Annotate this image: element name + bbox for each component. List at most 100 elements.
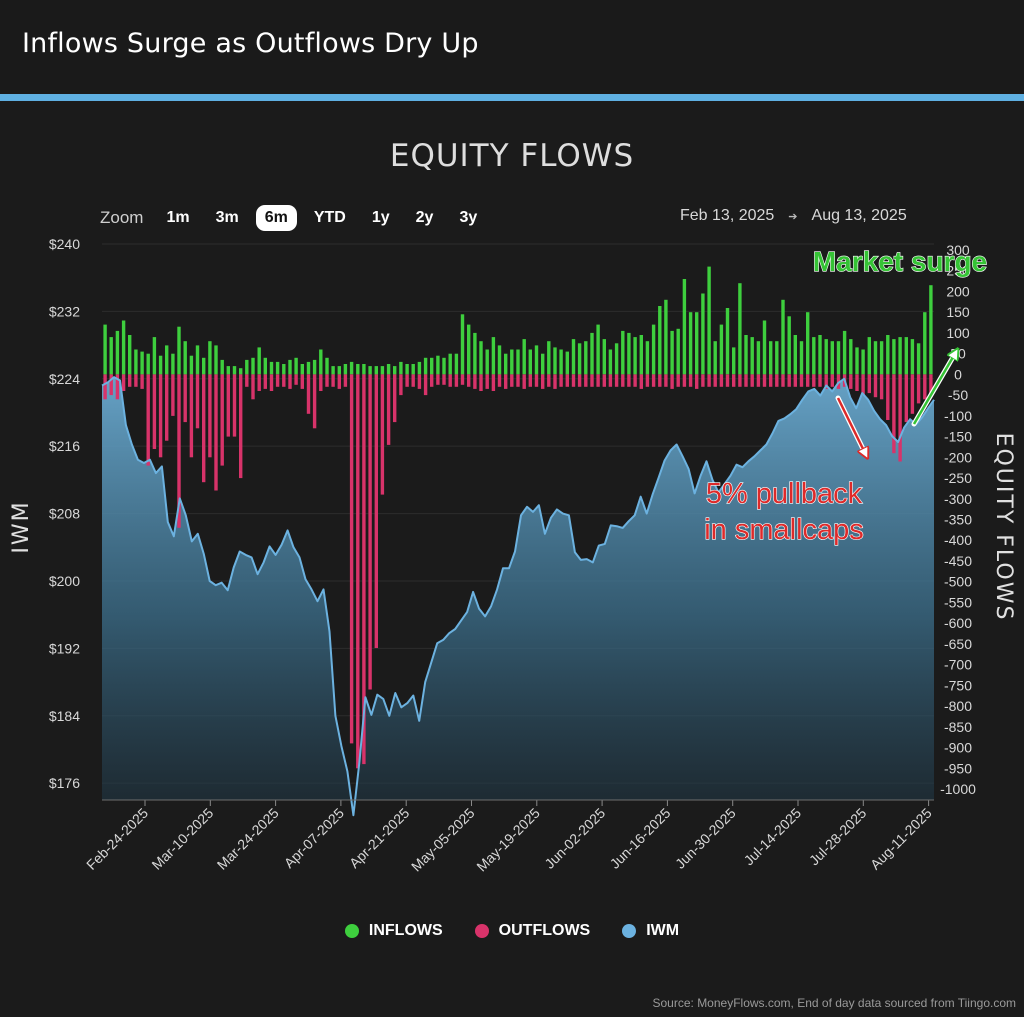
outflow-bar-37 xyxy=(331,374,335,387)
inflow-bar-1 xyxy=(109,337,113,375)
inflow-bar-59 xyxy=(467,324,471,375)
legend-dot-iwm xyxy=(622,924,637,938)
outflow-bar-67 xyxy=(516,374,520,387)
inflow-bar-73 xyxy=(553,347,557,375)
outflow-bar-85 xyxy=(627,374,631,387)
legend-label-inflows: INFLOWS xyxy=(368,922,443,939)
inflow-bar-80 xyxy=(596,324,600,375)
date-range: Feb 13, 2025 ➔ Aug 13, 2025 xyxy=(680,207,907,225)
zoom-3y-button[interactable]: 3y xyxy=(459,209,478,226)
outflow-bar-126 xyxy=(879,374,884,400)
inflow-bar-70 xyxy=(534,345,539,375)
inflow-bar-21 xyxy=(232,366,237,375)
inflow-bar-124 xyxy=(867,337,871,375)
inflow-bar-38 xyxy=(337,366,341,375)
outflow-bar-132 xyxy=(916,374,921,404)
inflow-bar-131 xyxy=(910,339,915,375)
zoom-ytd-button[interactable]: YTD xyxy=(313,209,346,226)
inflow-bar-25 xyxy=(257,347,261,375)
outflow-bar-7 xyxy=(146,374,150,466)
inflow-bar-103 xyxy=(738,283,742,375)
outflow-bar-130 xyxy=(904,374,908,423)
inflow-bar-2 xyxy=(115,330,120,375)
outflow-bar-61 xyxy=(479,374,483,391)
inflow-bar-114 xyxy=(806,312,810,375)
outflow-bar-118 xyxy=(830,374,834,387)
outflow-bar-46 xyxy=(386,374,391,445)
inflow-bar-51 xyxy=(417,361,422,375)
legend-dot-inflows xyxy=(344,924,359,938)
inflow-bar-129 xyxy=(898,337,902,375)
inflow-bar-72 xyxy=(547,341,551,375)
outflow-bar-10 xyxy=(165,374,169,441)
outflow-bar-105 xyxy=(750,374,754,387)
outflow-bar-133 xyxy=(923,374,927,400)
date-to-input[interactable]: Aug 13, 2025 xyxy=(811,207,907,224)
inflow-bar-55 xyxy=(442,357,446,375)
outflow-bar-128 xyxy=(892,374,896,454)
zoom-1y-button[interactable]: 1y xyxy=(371,209,390,226)
legend-item-inflows[interactable]: INFLOWS xyxy=(344,922,443,940)
outflow-bar-29 xyxy=(282,374,286,387)
outflow-bar-106 xyxy=(756,374,761,387)
inflow-bar-61 xyxy=(479,341,483,375)
arrow-right-icon: ➔ xyxy=(788,210,798,223)
outflow-bar-103 xyxy=(738,374,742,387)
outflow-bar-81 xyxy=(602,374,606,387)
zoom-6m-button[interactable]: 6m xyxy=(255,205,297,231)
y-left-tick-label-0: $240 xyxy=(49,236,80,252)
inflow-bar-118 xyxy=(830,341,834,375)
inflow-bar-93 xyxy=(676,328,680,375)
inflow-bar-26 xyxy=(263,357,267,375)
outflow-bar-47 xyxy=(393,374,397,423)
outflow-bar-74 xyxy=(559,374,563,387)
y-right-tick-label-0: 300 xyxy=(946,242,970,258)
inflow-bar-83 xyxy=(614,343,619,375)
outflow-bar-2 xyxy=(115,374,120,400)
outflow-bar-22 xyxy=(239,374,243,479)
outflow-bar-86 xyxy=(633,374,637,387)
zoom-3m-button[interactable]: 3m xyxy=(215,209,239,226)
inflow-bar-11 xyxy=(171,353,175,375)
outflow-bar-101 xyxy=(725,374,730,387)
outflow-bar-1 xyxy=(109,374,113,396)
outflow-bar-63 xyxy=(491,374,496,391)
outflow-bar-123 xyxy=(861,374,865,396)
inflow-bar-48 xyxy=(399,361,403,375)
inflow-bar-81 xyxy=(602,339,606,375)
inflow-bar-86 xyxy=(633,337,637,375)
x-tick-label-6: May-19-2025 xyxy=(473,805,543,875)
x-tick-label-5: May-05-2025 xyxy=(408,805,478,875)
inflow-bar-41 xyxy=(356,364,360,375)
inflow-bar-28 xyxy=(275,361,280,375)
x-tick-label-9: Jun-30-2025 xyxy=(672,805,739,872)
inflow-bar-33 xyxy=(306,361,311,375)
outflow-bar-66 xyxy=(510,374,514,387)
inflow-bar-68 xyxy=(522,339,526,375)
inflow-bar-22 xyxy=(239,368,243,375)
inflow-bar-134 xyxy=(929,285,933,375)
y-left-tick-label-1: $232 xyxy=(49,303,80,319)
inflow-bar-58 xyxy=(460,314,465,375)
inflow-bar-46 xyxy=(386,364,391,375)
date-from-input[interactable]: Feb 13, 2025 xyxy=(680,207,775,224)
legend-item-iwm[interactable]: IWM xyxy=(622,922,679,940)
outflow-bar-24 xyxy=(251,374,255,400)
y-right-tick-label-1: 250 xyxy=(946,263,970,279)
inflow-bar-62 xyxy=(485,349,489,375)
y-right-tick-label-11: -250 xyxy=(944,470,972,486)
y-right-tick-label-6: 0 xyxy=(954,366,962,382)
zoom-2y-button[interactable]: 2y xyxy=(415,209,434,226)
outflow-bar-4 xyxy=(128,374,132,387)
outflow-bar-80 xyxy=(596,374,600,387)
y-left-tick-label-2: $224 xyxy=(49,371,80,387)
inflow-bar-65 xyxy=(504,353,508,375)
outflow-bar-112 xyxy=(793,374,797,387)
inflow-bar-125 xyxy=(873,341,878,375)
inflow-bar-13 xyxy=(183,341,187,375)
zoom-1m-button[interactable]: 1m xyxy=(166,209,190,226)
y-left-tick-label-7: $184 xyxy=(49,708,80,724)
outflow-bar-127 xyxy=(886,374,890,420)
inflow-bar-39 xyxy=(343,364,348,375)
legend-item-outflows[interactable]: OUTFLOWS xyxy=(474,922,590,940)
